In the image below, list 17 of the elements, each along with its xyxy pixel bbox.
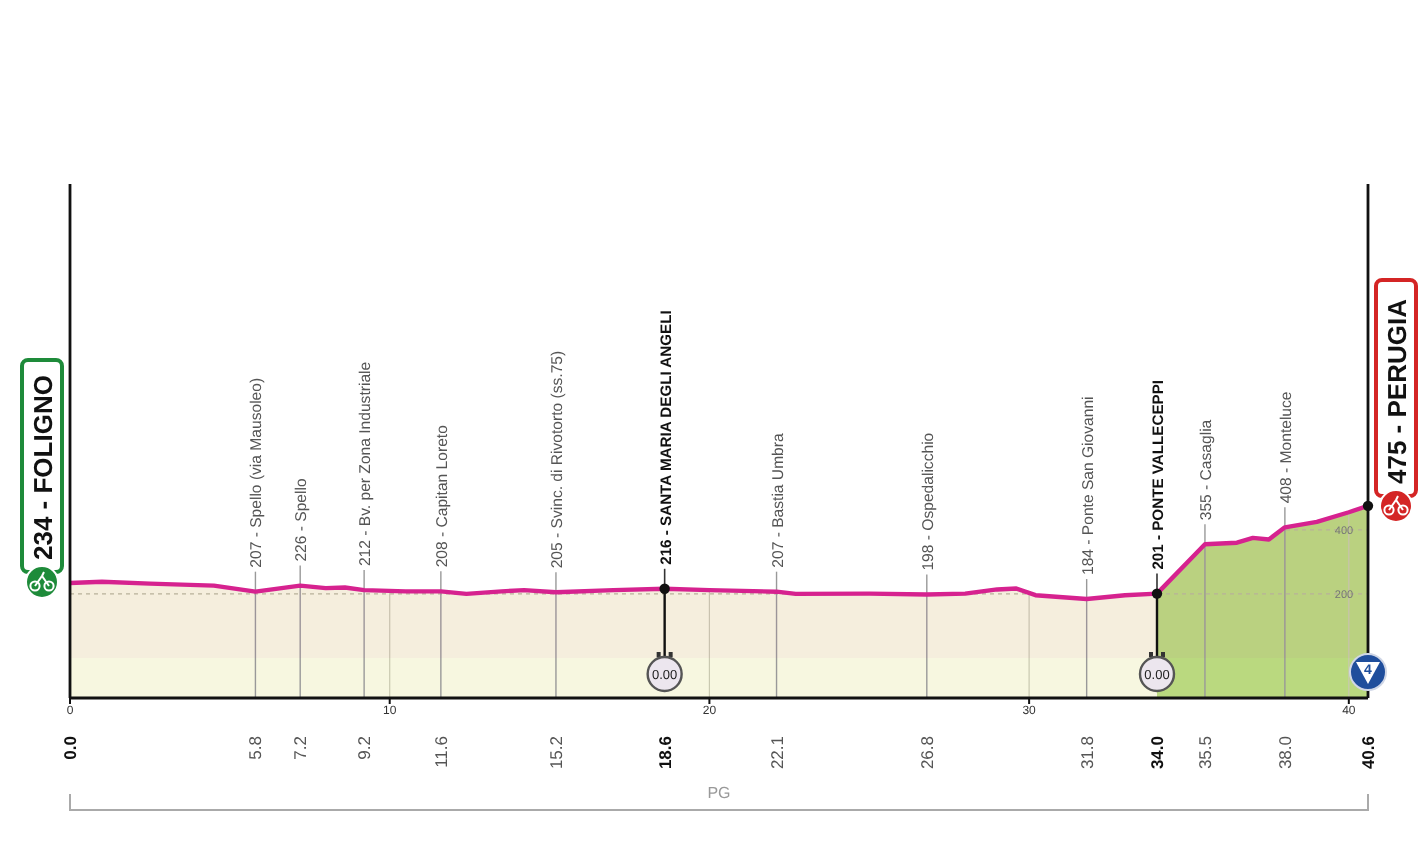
x2-tick-label: 15.2 bbox=[545, 735, 566, 770]
text: PG bbox=[707, 784, 731, 802]
x2-tick-label: 7.2 bbox=[290, 735, 311, 760]
x2-tick-label: 35.5 bbox=[1194, 735, 1215, 770]
annotation: 234 - FOLIGNO bbox=[28, 375, 58, 560]
x2-tick-label: 31.8 bbox=[1076, 735, 1097, 770]
x2-tick-label: 0.0 bbox=[60, 735, 80, 760]
x2-tick-label: 38.0 bbox=[1274, 735, 1295, 770]
x2-tick-label: 9.2 bbox=[354, 735, 375, 760]
x2-tick-label: 40.6 bbox=[1358, 735, 1378, 770]
x2-tick-label: 11.6 bbox=[430, 735, 451, 768]
annotation: 475 - PERUGIA bbox=[1382, 297, 1412, 484]
x2-tick-label: 34.0 bbox=[1147, 735, 1167, 770]
x2-tick-label: 5.8 bbox=[245, 735, 266, 760]
x2-tick-label: 26.8 bbox=[916, 735, 937, 770]
x2-tick-label: 22.1 bbox=[766, 735, 787, 770]
x2-tick-label: 18.6 bbox=[654, 735, 675, 770]
